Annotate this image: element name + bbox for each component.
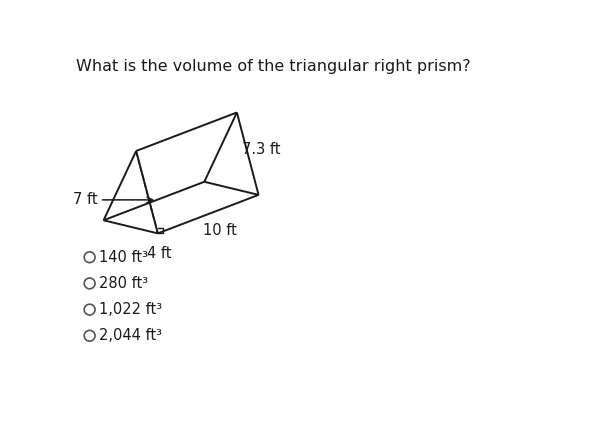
Text: 1,022 ft³: 1,022 ft³: [99, 302, 162, 317]
Text: 280 ft³: 280 ft³: [99, 276, 148, 291]
Text: 4 ft: 4 ft: [147, 245, 171, 261]
Text: 10 ft: 10 ft: [203, 223, 237, 238]
Text: What is the volume of the triangular right prism?: What is the volume of the triangular rig…: [76, 59, 471, 74]
Text: 7.3 ft: 7.3 ft: [241, 142, 280, 157]
Text: 140 ft³: 140 ft³: [99, 250, 148, 265]
Text: 2,044 ft³: 2,044 ft³: [99, 328, 162, 343]
Text: 7 ft: 7 ft: [73, 192, 97, 207]
